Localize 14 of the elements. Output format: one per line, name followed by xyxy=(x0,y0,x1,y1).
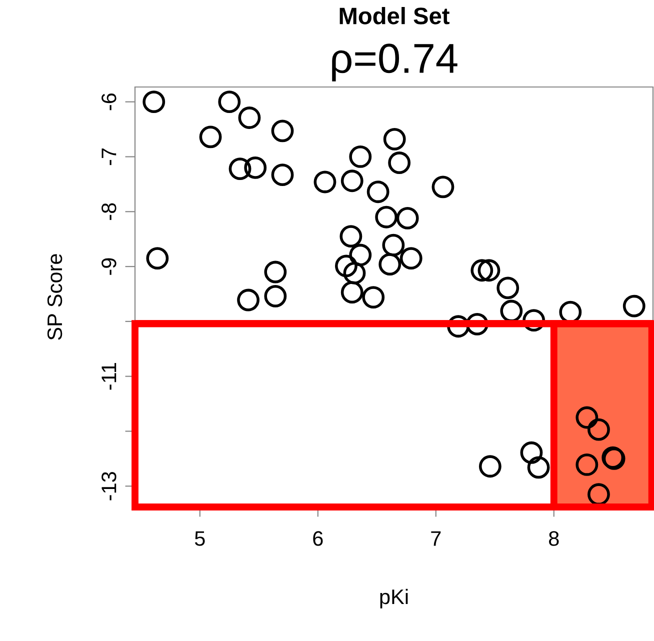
y-tick-label: -11 xyxy=(102,363,116,390)
x-tick-label: 5 xyxy=(194,531,205,546)
y-axis-title: SP Score xyxy=(47,254,62,340)
x-tick-label: 8 xyxy=(548,531,559,546)
chart-title: Model Set xyxy=(340,6,450,24)
y-tick-label: -7 xyxy=(102,148,116,166)
y-tick-label: -6 xyxy=(102,93,116,110)
x-tick-label: 7 xyxy=(431,531,441,546)
x-axis-title: pKi xyxy=(380,588,408,608)
chart-subtitle: ρ=0.74 xyxy=(332,44,458,82)
y-tick-label: -9 xyxy=(102,258,116,275)
y-tick-label: -13 xyxy=(102,472,116,500)
x-tick-label: 6 xyxy=(313,531,323,546)
y-tick-label: -8 xyxy=(102,203,116,220)
